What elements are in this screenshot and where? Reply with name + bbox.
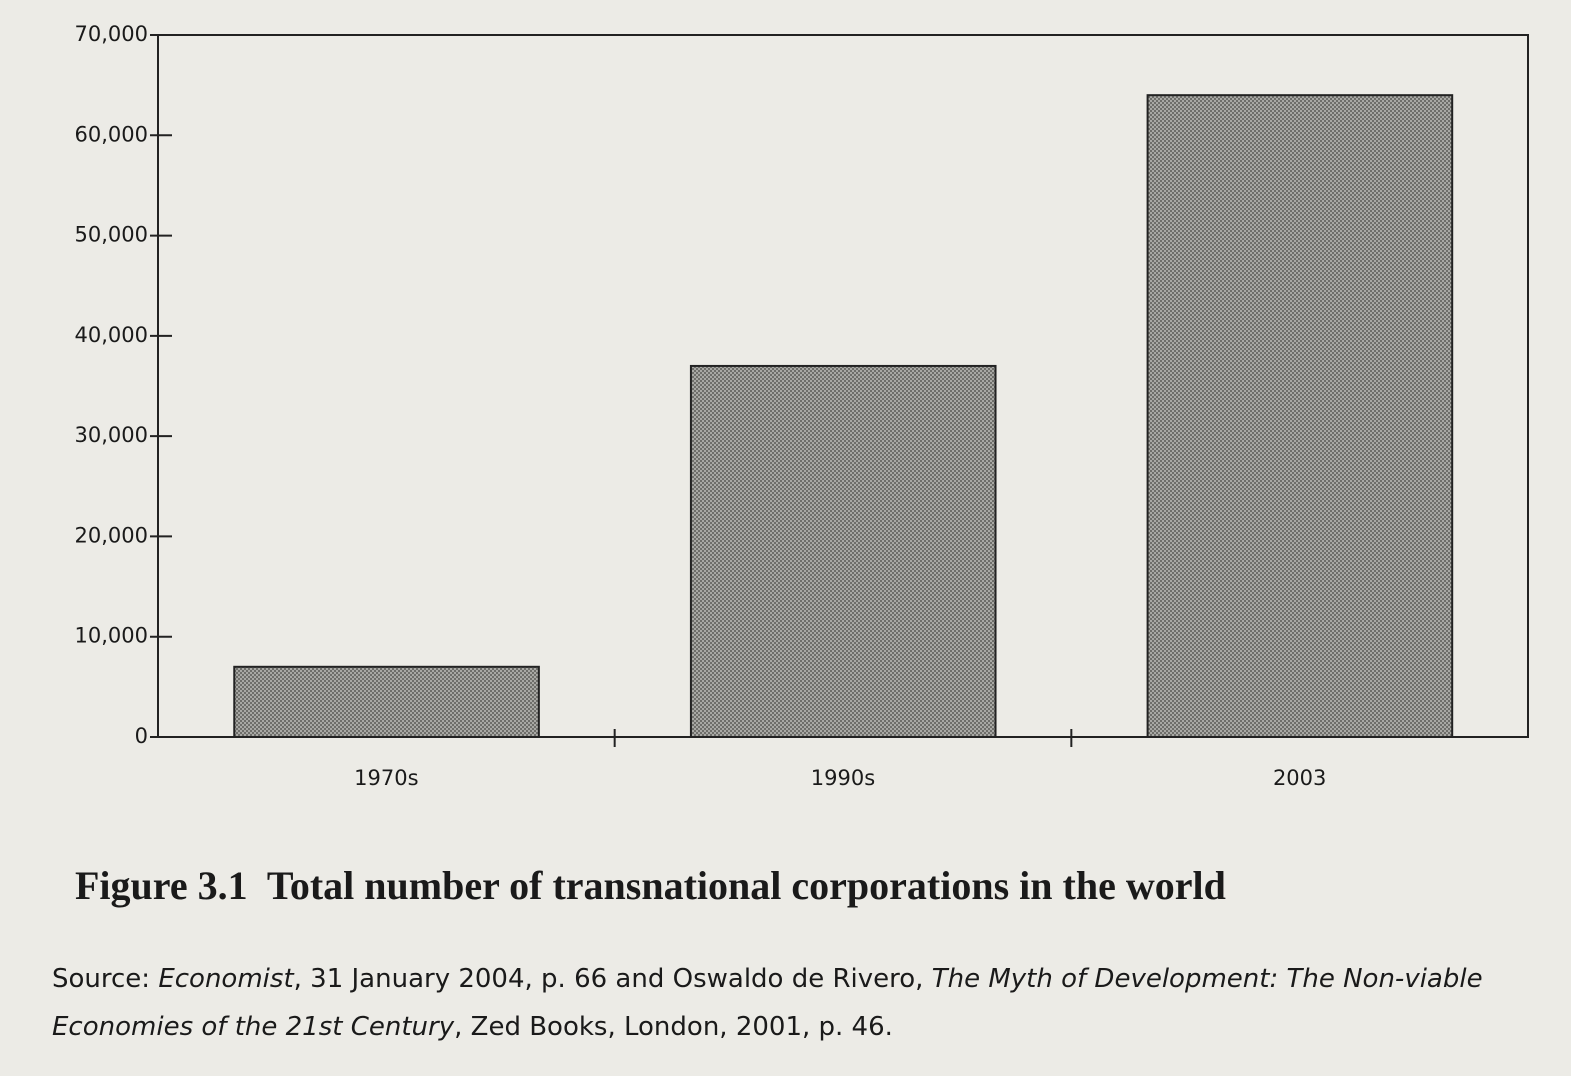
source-note: Source: Economist, 31 January 2004, p. 6… <box>52 955 1532 1051</box>
y-tick-label: 20,000 <box>75 523 148 547</box>
x-tick-label: 1970s <box>354 766 418 790</box>
y-tick-label: 70,000 <box>75 22 148 46</box>
bar <box>233 665 540 738</box>
source-text: , 31 January 2004, p. 66 and Oswaldo de … <box>293 964 932 994</box>
source-text: , Zed Books, London, 2001, p. 46. <box>454 1012 893 1042</box>
bar <box>1146 94 1454 738</box>
chart: 0 10,000 20,000 30,000 40,000 50,000 60,000 70,… <box>75 22 1529 790</box>
source-text: The Myth of Development: The Non-viable … <box>52 964 1483 1042</box>
source-text: Source: <box>52 964 159 994</box>
y-tick-label: 40,000 <box>75 323 148 347</box>
bar <box>689 364 997 738</box>
y-tick-label: 50,000 <box>75 223 148 247</box>
y-tick-label: 30,000 <box>75 423 148 447</box>
y-tick-label: 10,000 <box>75 624 148 648</box>
x-tick-label: 2003 <box>1273 766 1326 790</box>
figure-title: Figure 3.1 Total number of transnational… <box>75 863 1226 908</box>
x-tick-label: 1990s <box>811 766 875 790</box>
y-tick-label: 0 <box>135 724 148 748</box>
source-text: Economist <box>158 964 294 994</box>
y-tick-label: 60,000 <box>75 122 148 146</box>
